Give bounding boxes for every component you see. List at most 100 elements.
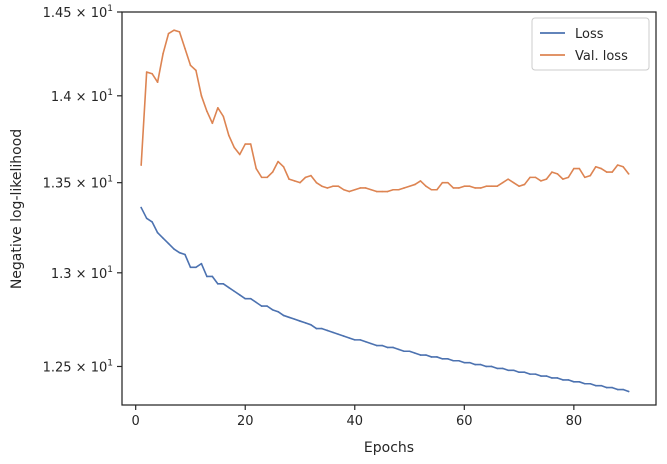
data-point (238, 294, 241, 296)
data-point (321, 327, 323, 330)
y-tick-times: × (72, 90, 91, 105)
x-tick-label: 40 (346, 414, 363, 429)
y-tick-base: 10 (91, 267, 108, 282)
data-point (545, 178, 548, 180)
data-point (266, 305, 268, 307)
data-point (496, 185, 498, 188)
y-tick-label: 1.45 × 101 (43, 4, 113, 21)
data-point (364, 187, 367, 189)
data-point (288, 316, 290, 319)
data-point (178, 31, 181, 33)
data-point (474, 187, 477, 189)
data-point (529, 373, 531, 375)
data-point (293, 318, 296, 320)
data-point (551, 377, 553, 379)
data-point (447, 181, 449, 184)
y-tick-mantissa: 1.45 (43, 6, 72, 21)
data-point (189, 266, 192, 269)
data-point (244, 297, 247, 300)
y-tick-label: 1.35 × 101 (43, 175, 113, 192)
data-point (321, 185, 323, 188)
y-tick-exponent: 1 (107, 4, 113, 14)
data-point (337, 185, 340, 188)
data-point (195, 69, 197, 72)
data-point (249, 297, 252, 300)
data-point (534, 373, 537, 375)
data-point (600, 384, 603, 387)
data-point (479, 363, 482, 366)
data-point (271, 309, 274, 311)
data-point (189, 64, 192, 67)
data-point (343, 335, 345, 337)
data-point (392, 346, 394, 349)
x-tick-label: 0 (132, 414, 140, 429)
data-point (195, 266, 197, 269)
data-point (436, 188, 438, 191)
data-point (326, 329, 329, 332)
y-tick-exponent: 1 (107, 265, 113, 275)
data-point (173, 29, 175, 31)
data-point (206, 275, 208, 278)
data-point (507, 369, 509, 372)
data-point (452, 359, 455, 362)
y-axis-label: Negative log-likelihood (9, 129, 25, 289)
data-point (244, 143, 247, 145)
data-point (540, 180, 542, 182)
data-point (222, 283, 225, 285)
data-point (184, 47, 186, 50)
data-point (359, 187, 362, 189)
y-tick-times: × (72, 177, 91, 192)
series-1 (140, 29, 630, 193)
data-point (611, 171, 613, 173)
data-point (310, 174, 312, 177)
data-point (304, 322, 307, 324)
data-point (260, 305, 263, 307)
data-point (463, 185, 466, 188)
data-point (523, 183, 526, 186)
data-point (425, 185, 427, 188)
data-point (277, 160, 279, 163)
data-point (348, 190, 351, 193)
legend-box (531, 17, 650, 71)
data-point (337, 333, 340, 336)
data-point (622, 166, 624, 168)
data-point (490, 365, 493, 368)
data-point (375, 344, 378, 347)
data-point (228, 286, 230, 289)
data-point (616, 164, 619, 166)
series-layer (140, 29, 630, 393)
data-point (512, 181, 515, 184)
data-point (512, 369, 515, 372)
data-point (206, 110, 208, 113)
data-point (211, 122, 214, 125)
legend-item: Val. loss (540, 49, 628, 64)
data-point (364, 340, 367, 343)
data-point (627, 173, 630, 175)
y-tick-base: 10 (91, 177, 108, 192)
data-point (282, 314, 285, 317)
data-point (315, 181, 318, 184)
data-point (425, 354, 427, 356)
data-point (271, 171, 274, 173)
data-point (162, 52, 164, 55)
data-point (217, 106, 219, 109)
data-point (348, 337, 351, 339)
data-point (151, 72, 153, 75)
data-point (299, 320, 301, 322)
data-point (332, 331, 334, 334)
data-point (200, 95, 203, 97)
data-point (463, 361, 466, 364)
data-point (288, 178, 290, 180)
data-point (408, 350, 411, 353)
data-point (310, 324, 312, 326)
data-point (156, 231, 159, 234)
data-point (518, 371, 520, 374)
data-point (562, 178, 564, 180)
data-point (222, 115, 225, 118)
data-point (441, 358, 444, 360)
data-point (518, 185, 520, 188)
data-point (551, 171, 553, 173)
data-point (151, 221, 153, 223)
